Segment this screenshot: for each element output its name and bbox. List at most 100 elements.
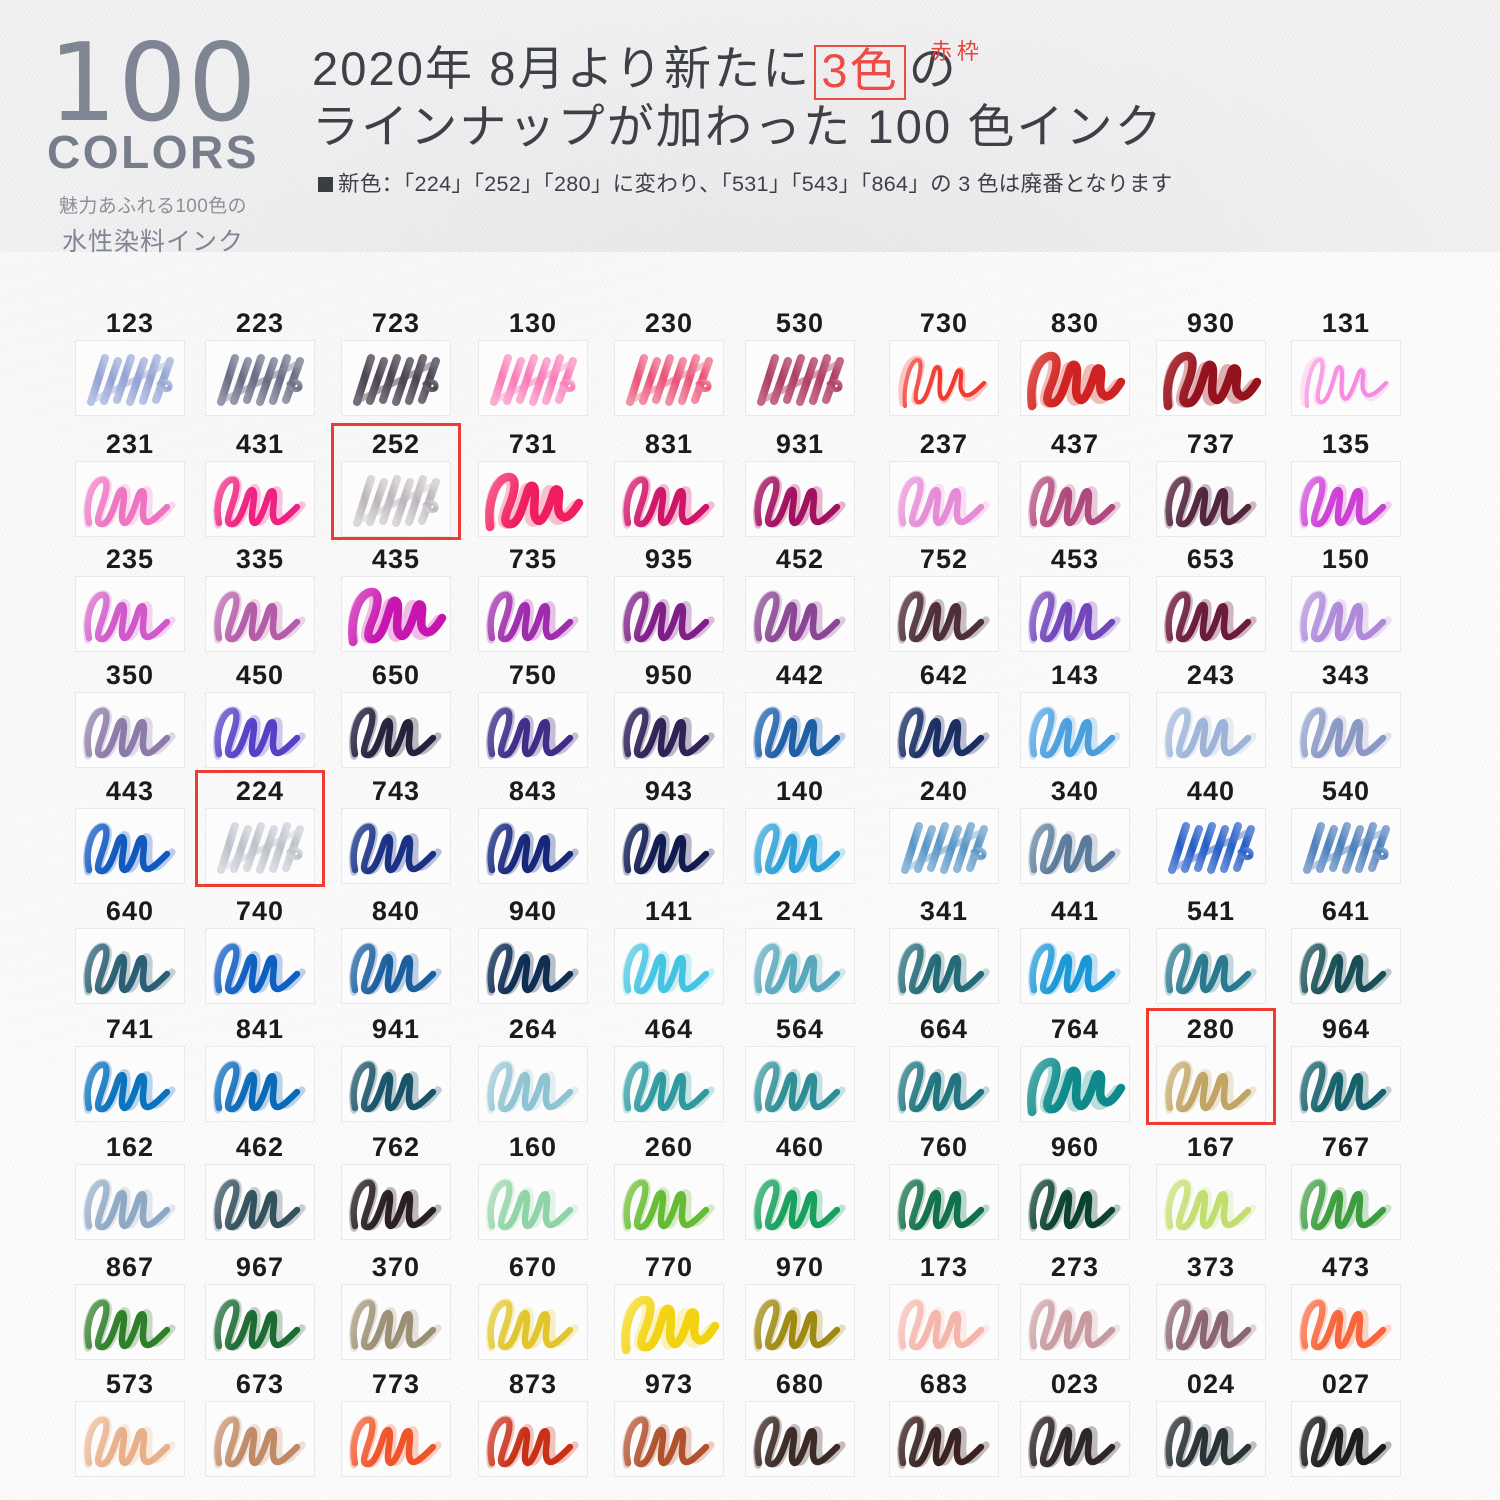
swatch-cell: 773	[341, 1367, 451, 1477]
swatch-code-label: 840	[371, 896, 421, 926]
ink-swatch	[341, 1164, 451, 1240]
new-colors-note: 新色：「224」「252」「280」に変わり、「531」「543」「864」の …	[318, 167, 1482, 198]
ink-swatch	[614, 692, 724, 768]
ink-swatch	[614, 1164, 724, 1240]
swatch-code-label: 767	[1321, 1132, 1371, 1162]
swatch-cell: 273	[1020, 1250, 1130, 1360]
ink-swatch	[1020, 808, 1130, 884]
ink-swatch	[205, 576, 315, 652]
swatch-code-label: 141	[644, 896, 694, 926]
swatch-cell: 162	[75, 1130, 185, 1240]
swatch-code-label: 160	[508, 1132, 558, 1162]
swatch-code-label: 873	[508, 1369, 558, 1399]
swatch-code-label: 931	[775, 429, 825, 459]
ink-swatch	[1020, 692, 1130, 768]
swatch-code-label: 135	[1321, 429, 1371, 459]
swatch-code-label: 650	[371, 660, 421, 690]
swatch-code-label: 943	[644, 776, 694, 806]
swatch-cell: 462	[205, 1130, 315, 1240]
swatch-cell: 130	[478, 306, 588, 416]
swatch-code-label: 264	[508, 1014, 558, 1044]
headline-part-b: の	[908, 42, 958, 95]
swatch-code-label: 735	[508, 544, 558, 574]
ink-swatch	[889, 692, 999, 768]
swatch-code-label: 452	[775, 544, 825, 574]
swatch-cell: 940	[478, 894, 588, 1004]
swatch-cell: 027	[1291, 1367, 1401, 1477]
swatch-code-label: 343	[1321, 660, 1371, 690]
swatch-code-label: 130	[508, 308, 558, 338]
swatch-cell: 173	[889, 1250, 999, 1360]
swatch-cell: 373	[1156, 1250, 1266, 1360]
swatch-code-label: 235	[105, 544, 155, 574]
ink-swatch	[205, 928, 315, 1004]
swatch-code-label: 750	[508, 660, 558, 690]
swatch-cell: 450	[205, 658, 315, 768]
ink-swatch	[75, 461, 185, 537]
ink-swatch	[614, 340, 724, 416]
swatch-code-label: 450	[235, 660, 285, 690]
swatch-cell: 740	[205, 894, 315, 1004]
swatch-code-label: 731	[508, 429, 558, 459]
swatch-cell: 730	[889, 306, 999, 416]
swatch-cell: 831	[614, 427, 724, 537]
swatch-cell: 453	[1020, 542, 1130, 652]
ink-swatch	[1020, 1046, 1130, 1122]
ink-swatch	[745, 576, 855, 652]
swatch-code-label: 530	[775, 308, 825, 338]
swatch-cell: 530	[745, 306, 855, 416]
ink-swatch	[1020, 340, 1130, 416]
swatch-code-label: 273	[1050, 1252, 1100, 1282]
swatch-cell: 435	[341, 542, 451, 652]
ink-swatch	[614, 1284, 724, 1360]
swatch-cell: 123	[75, 306, 185, 416]
headline-part-a: 2020年 8月より新たに	[312, 42, 812, 95]
swatch-code-label: 431	[235, 429, 285, 459]
ink-swatch	[75, 928, 185, 1004]
brand-logo: 100 COLORS 魅力あふれる100色の 水性染料インク	[22, 29, 284, 258]
swatch-cell: 653	[1156, 542, 1266, 652]
ink-swatch	[614, 1046, 724, 1122]
swatch-code-label: 223	[235, 308, 285, 338]
swatch-code-label: 335	[235, 544, 285, 574]
ink-swatch	[1156, 340, 1266, 416]
swatch-code-label: 760	[919, 1132, 969, 1162]
swatch-code-label: 453	[1050, 544, 1100, 574]
swatch-cell: 023	[1020, 1367, 1130, 1477]
swatch-cell: 670	[478, 1250, 588, 1360]
ink-swatch	[1291, 576, 1401, 652]
swatch-cell: 241	[745, 894, 855, 1004]
swatch-code-label: 843	[508, 776, 558, 806]
swatch-cell: 840	[341, 894, 451, 1004]
logo-word: COLORS	[47, 126, 259, 179]
swatch-cell: 252	[341, 427, 451, 537]
swatch-code-label: 464	[644, 1014, 694, 1044]
swatch-cell: 731	[478, 427, 588, 537]
ink-swatch	[1156, 461, 1266, 537]
ink-swatch	[1020, 1401, 1130, 1477]
ink-swatch	[205, 340, 315, 416]
swatch-cell: 737	[1156, 427, 1266, 537]
swatch-cell: 967	[205, 1250, 315, 1360]
swatch-cell: 673	[205, 1367, 315, 1477]
ink-swatch	[614, 1401, 724, 1477]
swatch-code-label: 241	[775, 896, 825, 926]
swatch-cell: 650	[341, 658, 451, 768]
swatch-cell: 440	[1156, 774, 1266, 884]
ink-swatch	[75, 1401, 185, 1477]
swatch-code-label: 683	[919, 1369, 969, 1399]
ink-swatch	[889, 461, 999, 537]
swatch-cell: 541	[1156, 894, 1266, 1004]
ink-swatch	[1291, 461, 1401, 537]
ink-swatch	[1156, 1401, 1266, 1477]
swatch-cell: 335	[205, 542, 315, 652]
swatch-code-label: 131	[1321, 308, 1371, 338]
swatch-code-label: 764	[1050, 1014, 1100, 1044]
ink-swatch	[1020, 928, 1130, 1004]
swatch-cell: 573	[75, 1367, 185, 1477]
swatch-cell: 964	[1291, 1012, 1401, 1122]
swatch-cell: 443	[75, 774, 185, 884]
swatch-code-label: 435	[371, 544, 421, 574]
swatch-code-label: 670	[508, 1252, 558, 1282]
ink-swatch	[341, 461, 451, 537]
